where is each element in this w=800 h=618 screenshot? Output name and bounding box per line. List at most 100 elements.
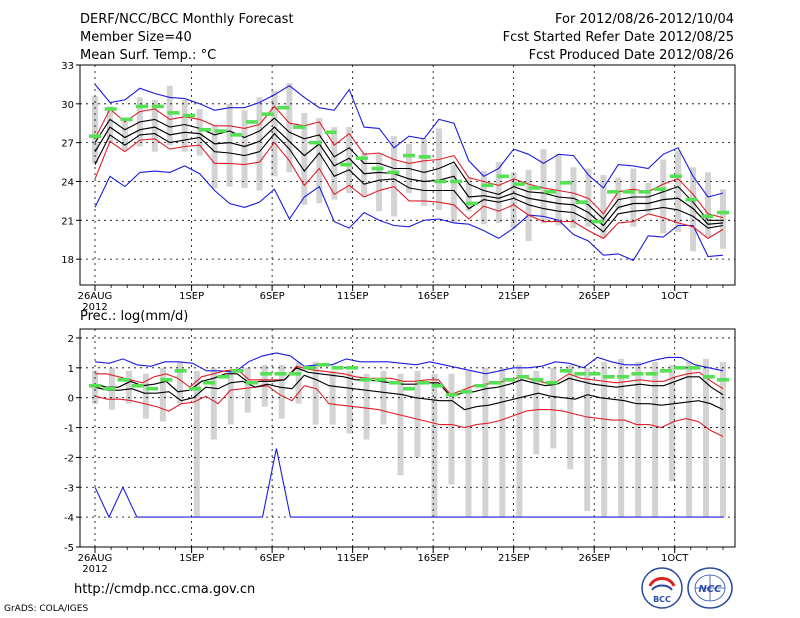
ensemble-bar: [717, 210, 729, 215]
ensemble-box: [480, 171, 487, 225]
ensemble-box: [600, 175, 607, 239]
ensemble-bar: [160, 377, 173, 382]
bcc-logo-arc-inner: [651, 584, 673, 591]
forecast-period: For 2012/08/26-2012/10/04: [555, 12, 734, 27]
ensemble-bar: [417, 380, 430, 385]
ensemble-box: [618, 358, 625, 518]
ensemble-bar: [303, 366, 316, 370]
ensemble-bar: [340, 162, 353, 167]
ensemble-bar: [345, 366, 358, 370]
bcc-logo-ring: [641, 567, 683, 609]
ensemble-bar: [324, 130, 337, 135]
ensemble-bar: [174, 369, 187, 373]
x-tick-label: 21SEP: [498, 553, 529, 564]
series-p25-line: [94, 374, 724, 411]
x-tick-label: 16SEP: [417, 553, 448, 564]
ensemble-bar: [231, 369, 244, 373]
ensemble-box: [533, 370, 540, 455]
ensemble-bar: [317, 363, 330, 367]
precip-label: Prec.: log(mm/d): [80, 309, 189, 324]
ensemble-bar: [246, 120, 258, 124]
ensemble-bar: [374, 377, 387, 382]
ensemble-box: [635, 361, 642, 518]
x-year-label: 2012: [82, 302, 107, 313]
ensemble-box: [450, 164, 457, 223]
ensemble-box: [346, 370, 353, 434]
y-tick-label: 30: [61, 100, 74, 111]
ensemble-bar: [230, 133, 243, 137]
ensemble-bar: [450, 179, 463, 184]
ensemble-bar: [198, 127, 211, 132]
ensemble-box: [516, 364, 523, 518]
ensemble-box: [241, 110, 248, 188]
bcc-logo-text: BCC: [653, 595, 671, 604]
ensemble-box: [567, 364, 574, 470]
ensemble-bar: [167, 111, 180, 115]
ensemble-box: [159, 367, 166, 422]
y-tick-label: 24: [61, 177, 74, 188]
ensemble-box: [686, 361, 693, 518]
ensemble-bar: [497, 174, 510, 179]
ensemble-box: [346, 127, 353, 194]
ensemble-bar: [622, 190, 635, 194]
ensemble-bar: [517, 374, 530, 379]
x-tick-label: 26SEP: [578, 553, 609, 564]
ensemble-box: [106, 106, 113, 143]
ensemble-bar: [151, 104, 164, 109]
ensemble-box: [312, 361, 319, 425]
y-tick-label: -2: [64, 453, 74, 464]
ensemble-box: [465, 177, 472, 212]
ensemble-box: [550, 367, 557, 449]
ensemble-box: [431, 373, 438, 518]
ensemble-bar: [674, 366, 687, 370]
ensemble-bar: [607, 190, 620, 194]
source-url[interactable]: http://cmdp.ncc.cma.gov.cn: [74, 582, 256, 597]
ensemble-bar: [183, 113, 196, 118]
ensemble-bar: [702, 374, 715, 379]
ensemble-bar: [575, 200, 588, 204]
x-tick-label: 11SEP: [337, 291, 368, 302]
ensemble-bar: [460, 389, 473, 394]
ensemble-box: [482, 367, 489, 518]
ncc-logo: NCC: [687, 567, 733, 609]
ensemble-box: [226, 103, 233, 187]
ensemble-box: [465, 370, 472, 518]
ensemble-box: [414, 370, 421, 458]
ncc-logo-text: NCC: [698, 584, 722, 595]
ensemble-bar: [688, 366, 701, 370]
ensemble-bar: [659, 369, 672, 373]
ensemble-box: [210, 367, 217, 440]
ensemble-box: [448, 373, 455, 485]
forecast-started-date: Fcst Started Refer Date 2012/08/25: [502, 30, 734, 45]
x-tick-label: 11SEP: [337, 553, 368, 564]
ensemble-bar: [512, 182, 525, 186]
ensemble-bar: [418, 155, 431, 159]
precip-panel: 2 1 0 -1 -2 -3 -4 -5 26AUG 1SEP 6SEP 11SEP 16SEP 21SE…: [64, 328, 736, 575]
ensemble-bar: [104, 107, 117, 111]
ensemble-bar: [103, 386, 116, 391]
ensemble-bar: [588, 371, 601, 376]
grads-credit: GrADS: COLA/IGES: [4, 604, 89, 614]
ensemble-box: [92, 96, 98, 164]
ensemble-box: [286, 83, 293, 173]
ensemble-bar: [638, 190, 651, 194]
ensemble-box: [331, 127, 338, 200]
ensemble-box: [193, 370, 200, 518]
ensemble-bar: [685, 197, 698, 202]
ensemble-bar: [274, 371, 287, 376]
ensemble-bar: [117, 377, 130, 382]
ensemble-box: [720, 361, 726, 518]
x-tick-label: 26AUG: [78, 291, 113, 302]
ensemble-bar: [288, 371, 301, 376]
series-max-line: [94, 352, 724, 375]
ensemble-bar: [545, 380, 558, 385]
ensemble-box: [376, 153, 383, 212]
ensemble-box: [615, 177, 622, 210]
y-tick-label: 33: [61, 61, 74, 72]
ensemble-bar: [531, 377, 544, 382]
x-tick-label: 6SEP: [260, 553, 285, 564]
series-mean-line: [94, 367, 724, 397]
series-max-line: [94, 165, 724, 262]
ensemble-box: [510, 172, 517, 229]
ensemble-box: [435, 128, 442, 210]
